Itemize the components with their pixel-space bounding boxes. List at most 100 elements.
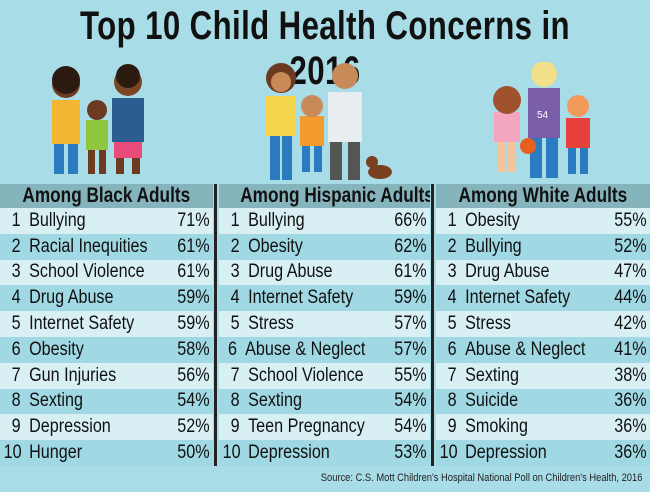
percent-value: 54% [394,390,427,412]
table-row: 5 Internet Safety 59% [0,311,213,337]
rank: 8 [11,390,21,412]
concern-label: Internet Safety [465,287,571,309]
percent-value: 57% [394,338,427,360]
rank: 3 [11,261,21,283]
percent-value: 36% [614,390,647,412]
percent-value: 50% [177,442,210,464]
percent-value: 47% [614,261,647,283]
table-row: 2 Obesity 62% [219,233,430,260]
rank: 2 [230,235,240,257]
percent-value: 38% [614,364,647,386]
percent-value: 53% [394,442,427,464]
table-title: Among Black Adults [22,184,191,207]
concern-label: Depression [29,416,111,438]
rank: 1 [11,209,21,231]
concern-label: Internet Safety [248,287,354,309]
rank: 7 [447,364,457,386]
percent-value: 52% [614,235,647,257]
table-row: 7 Sexting 38% [436,362,650,389]
rank: 6 [11,338,21,360]
percent-value: 55% [614,209,647,231]
percent-value: 62% [394,235,427,257]
concern-label: Internet Safety [29,313,135,335]
table-row: 2 Racial Inequities 61% [0,233,213,260]
rank: 4 [447,287,457,309]
table-row: 1 Bullying 71% [0,208,213,234]
percent-value: 66% [394,209,427,231]
table-row: 8 Sexting 54% [219,388,430,415]
table-title: Among White Adults [458,184,628,207]
rank: 2 [447,235,457,257]
concern-label: Suicide [465,390,519,412]
rank: 3 [230,261,240,283]
percent-value: 59% [177,313,210,335]
hispanic-family-illustration [266,63,392,180]
white-family-illustration: 54 [493,62,590,178]
table-row: 6 Obesity 58% [0,336,213,363]
concern-label: Sexting [248,390,302,412]
table-row: 9 Teen Pregnancy 54% [219,414,430,441]
percent-value: 58% [177,338,210,360]
concern-label: Depression [248,442,330,464]
rank: 10 [222,442,241,464]
rank: 5 [447,313,457,335]
rank: 9 [230,416,240,438]
concern-label: Abuse & Neglect [465,338,586,360]
rank: 5 [230,313,240,335]
concern-label: Obesity [465,209,520,231]
column-divider [214,184,217,466]
concern-label: Stress [248,313,294,335]
concern-label: School Violence [29,261,145,283]
percent-value: 36% [614,442,647,464]
table-row: 3 School Violence 61% [0,259,213,286]
rank: 9 [11,416,21,438]
black-adults-table: Among Black Adults 1 Bullying 71% 2 Racial In… [0,184,213,466]
concern-label: Sexting [29,390,83,412]
percent-value: 42% [614,313,647,335]
concern-label: Bullying [248,209,305,231]
concern-label: Smoking [465,416,528,438]
concern-label: Gun Injuries [29,364,117,386]
percent-value: 55% [394,364,427,386]
table-header: Among Black Adults [0,184,213,208]
white-adults-table: Among White Adults 1 Obesity 55% 2 Bullying 52… [436,184,650,466]
rank: 6 [447,338,457,360]
concern-label: Teen Pregnancy [248,416,365,438]
table-row: 2 Bullying 52% [436,233,650,260]
rank: 1 [447,209,457,231]
table-row: 4 Internet Safety 59% [219,285,430,312]
rank: 10 [3,442,22,464]
percent-value: 61% [394,261,427,283]
shirt-number: 54 [537,110,549,121]
percent-value: 61% [177,235,210,257]
source-note: Source: C.S. Mott Children's Hospital Na… [320,472,642,484]
percent-value: 57% [394,313,427,335]
table-row: 8 Sexting 54% [0,388,213,415]
rank: 5 [11,313,21,335]
concern-label: Hunger [29,442,83,464]
table-row: 9 Smoking 36% [436,414,650,441]
rank: 4 [11,287,21,309]
concern-label: Stress [465,313,511,335]
rank: 2 [11,235,21,257]
percent-value: 56% [177,364,210,386]
table-header: Among Hispanic Adults [219,184,430,208]
rank: 1 [230,209,240,231]
rank: 8 [230,390,240,412]
concern-label: Drug Abuse [29,287,114,309]
percent-value: 59% [394,287,427,309]
table-header: Among White Adults [436,184,650,208]
concern-label: Obesity [248,235,303,257]
percent-value: 41% [614,338,647,360]
table-row: 3 Drug Abuse 61% [219,259,430,286]
concern-label: Obesity [29,338,84,360]
concern-label: Racial Inequities [29,235,148,257]
table-row: 5 Stress 57% [219,311,430,337]
table-row: 4 Drug Abuse 59% [0,285,213,312]
concern-label: Bullying [465,235,522,257]
concern-label: Depression [465,442,547,464]
table-row: 5 Stress 42% [436,311,650,337]
concern-label: Sexting [465,364,519,386]
rank: 6 [228,338,238,360]
percent-value: 54% [177,390,210,412]
